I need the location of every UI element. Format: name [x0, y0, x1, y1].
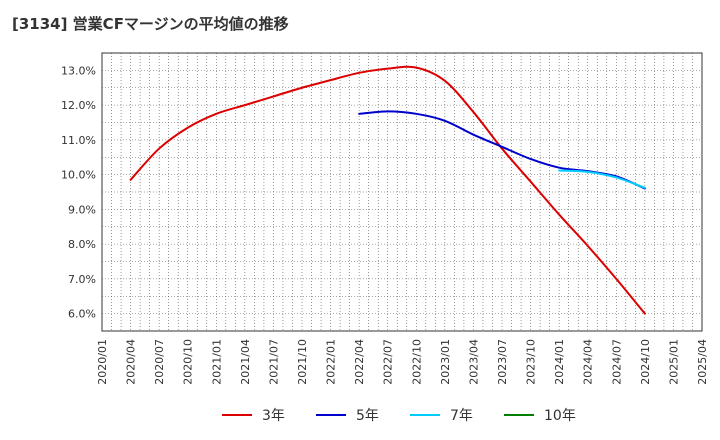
legend-item: 10年	[504, 403, 576, 427]
x-tick-label: 2020/04	[125, 339, 138, 385]
x-tick-label: 2020/10	[182, 339, 195, 385]
legend-swatch	[504, 414, 534, 416]
y-tick-label: 6.0%	[68, 308, 96, 321]
y-tick-label: 12.0%	[61, 99, 96, 112]
x-tick-label: 2021/01	[210, 339, 223, 385]
series-line-3	[558, 169, 646, 189]
legend-swatch	[222, 414, 252, 416]
x-tick-label: 2023/07	[496, 339, 509, 385]
y-tick-label: 10.0%	[61, 169, 96, 182]
y-tick-label: 9.0%	[68, 203, 96, 216]
x-tick-label: 2024/01	[553, 339, 566, 385]
x-tick-label: 2024/07	[610, 339, 623, 385]
x-tick-label: 2022/10	[410, 339, 423, 385]
legend-item: 7年	[410, 403, 473, 427]
x-tick-label: 2021/07	[267, 339, 280, 385]
series-line-1	[129, 65, 646, 315]
plot-frame	[101, 52, 703, 332]
x-tick-label: 2024/04	[582, 339, 595, 385]
x-tick-label: 2024/10	[639, 339, 652, 385]
x-tick-label: 2022/01	[325, 339, 338, 385]
x-tick-label: 2025/01	[667, 339, 680, 385]
x-tick-label: 2022/07	[382, 339, 395, 385]
y-tick-label: 11.0%	[61, 134, 96, 147]
x-tick-label: 2025/04	[696, 339, 709, 385]
x-tick-label: 2021/04	[239, 339, 252, 385]
y-tick-label: 7.0%	[68, 273, 96, 286]
legend-swatch	[410, 414, 440, 416]
x-tick-label: 2020/01	[96, 339, 109, 385]
y-tick-label: 13.0%	[61, 64, 96, 77]
x-tick-label: 2023/01	[439, 339, 452, 385]
legend-item: 3年	[222, 403, 285, 427]
legend-label: 7年	[450, 408, 473, 424]
legend-label: 10年	[544, 408, 576, 424]
x-tick-label: 2022/04	[353, 339, 366, 385]
x-tick-label: 2023/10	[525, 339, 538, 385]
legend-item: 5年	[316, 403, 379, 427]
legend-label: 5年	[356, 408, 379, 424]
legend-label: 3年	[262, 408, 285, 424]
x-tick-label: 2021/10	[296, 339, 309, 385]
legend-swatch	[316, 414, 346, 416]
y-tick-label: 8.0%	[68, 238, 96, 251]
chart-title: [3134] 営業CFマージンの平均値の推移	[12, 15, 289, 33]
x-tick-label: 2023/04	[467, 339, 480, 385]
x-tick-label: 2020/07	[153, 339, 166, 385]
chart-legend: 3年 5年 7年 10年	[0, 403, 720, 427]
